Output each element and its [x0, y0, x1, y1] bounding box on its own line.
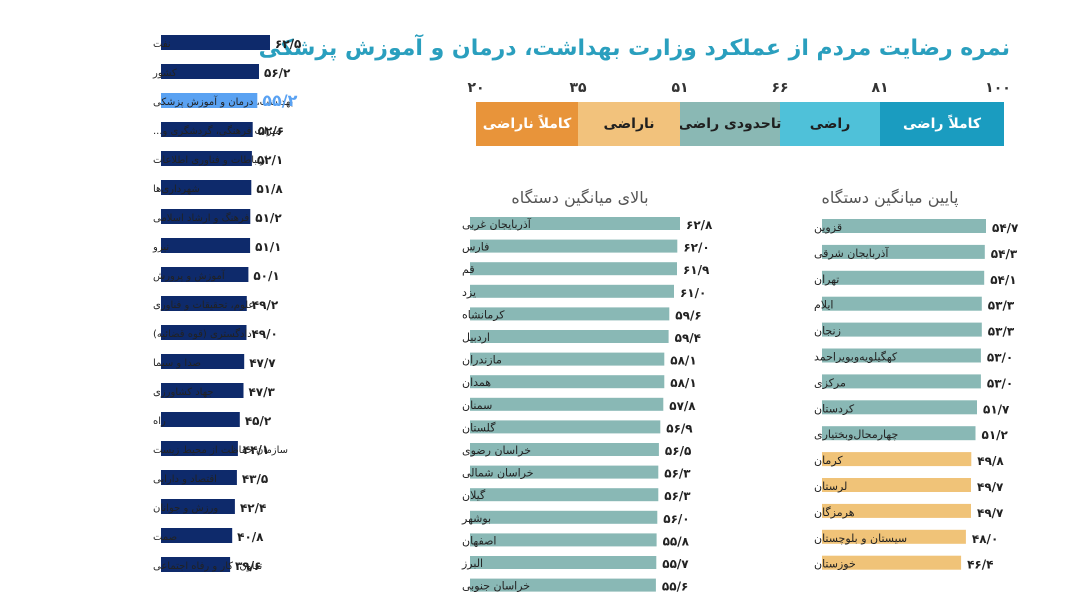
scale-band-satisfied: راضی	[780, 102, 880, 146]
scale-tick-20: ۲۰	[467, 80, 485, 96]
ministry-category-label: دادگستری (قوه قضائیه)	[153, 328, 252, 340]
ministry-value-label: ۵۱/۲	[255, 211, 282, 225]
ministry-value-label: ۴۷/۷	[249, 356, 276, 370]
ministry-category-label: ورزش و جوانان	[153, 503, 218, 514]
above-average-title: بالای میانگین دستگاه	[511, 188, 649, 207]
ministry-value-label: ۴۷/۳	[248, 385, 275, 399]
ministry-bar	[161, 209, 251, 224]
scale-tick-81: ۸۱	[871, 80, 889, 96]
ministry-category-label: فرهنگ و ارشاد اسلامی	[153, 212, 249, 224]
ministry-value-label: ۴۵/۲	[245, 414, 272, 428]
ministry-value-label: ۵۵/۲	[262, 91, 297, 110]
below-average-title: پایین میانگین دستگاه	[821, 188, 959, 207]
ministry-bar	[161, 267, 249, 282]
chart-title: نمره رضایت مردم از عملکرد وزارت بهداشت، …	[258, 36, 1010, 61]
ministry-category-label: نیرو	[152, 242, 169, 253]
ministry-category-label: اقتصاد و دارایی	[153, 474, 217, 485]
ministry-bar	[161, 238, 251, 253]
ministry-bar	[161, 412, 240, 427]
ministry-bar	[161, 470, 237, 485]
ministry-category-label: بهداشت، درمان و آموزش پزشکی	[153, 95, 293, 108]
scale-tick-66: ۶۶	[771, 80, 789, 96]
ministry-category-label: راه	[153, 416, 166, 427]
scale-band-dissatisfied: ناراضی	[578, 102, 680, 146]
ministry-category-label: صدا و سیما	[153, 358, 201, 369]
ministry-bar	[161, 499, 235, 514]
ministry-category-label: جهاد کشاورزی	[153, 387, 214, 398]
scale-band-somewhat-satisfied: تاحدودی راضی	[679, 102, 781, 146]
ministry-bar	[161, 35, 270, 50]
ministry-category-label: علوم، تحقیقات و فناوری	[153, 300, 254, 311]
ministry-bar	[161, 296, 247, 311]
ministry-value-label: ۳۹/۶	[235, 559, 261, 573]
ministry-value-label: ۵۱/۱	[255, 240, 281, 254]
ministry-value-label: ۵۶/۲	[264, 66, 291, 80]
ministry-value-label: ۵۰/۱	[253, 269, 279, 283]
ministry-category-label: نفت	[153, 39, 171, 50]
ministry-bar	[161, 528, 233, 543]
ministry-value-label: ۴۳/۵	[242, 472, 268, 486]
ministry-value-label: ۵۲/۶	[258, 124, 284, 138]
ministry-value-label: ۴۰/۸	[237, 530, 264, 544]
ministry-bar	[161, 122, 253, 137]
ministry-value-label: ۶۲/۵	[275, 37, 301, 51]
ministry-value-label: ۴۲/۴	[240, 501, 266, 515]
scale-tick-100: ۱۰۰	[985, 80, 1011, 96]
ministry-category-label: ارتباطات و فناوری اطلاعات	[153, 155, 268, 166]
ministry-value-label: ۵۱/۸	[256, 182, 283, 196]
ministry-value-label: ۴۴/۱	[243, 443, 269, 457]
scale-tick-51: ۵۱	[671, 80, 689, 96]
ministry-category-label: صمت	[153, 532, 177, 543]
ministry-bar	[161, 64, 259, 79]
ministry-category-label: سازمان حفاظت از محیط زیست	[153, 445, 288, 456]
ministry-value-label: ۴۹/۲	[252, 298, 279, 312]
ministry-bar	[161, 383, 244, 398]
ministry-category-label: کشور	[152, 68, 177, 79]
ministry-value-label: ۵۲/۱	[257, 153, 283, 167]
ministry-category-label: آموزش و پرورش	[153, 269, 226, 282]
scale-tick-35: ۳۵	[569, 80, 587, 96]
ministry-category-label: تعاون، کار و رفاه اجتماعی	[153, 561, 262, 572]
ministry-category-label: شهرداری‌ها	[153, 184, 200, 195]
ministry-bar	[161, 180, 252, 195]
ministry-bar	[161, 325, 247, 340]
ministry-bar	[161, 93, 258, 108]
scale-band-very-dissatisfied: کاملاً ناراضی	[476, 102, 578, 146]
scale-band-very-satisfied: کاملاً راضی	[880, 102, 1004, 146]
ministry-value-label: ۴۹/۰	[251, 327, 277, 341]
ministry-bar	[161, 151, 252, 166]
ministry-bar	[161, 354, 245, 369]
ministry-category-label: میراث فرهنگی، گردشگری و...	[153, 125, 281, 137]
ministry-bar	[161, 441, 238, 456]
ministry-bar	[161, 557, 231, 572]
